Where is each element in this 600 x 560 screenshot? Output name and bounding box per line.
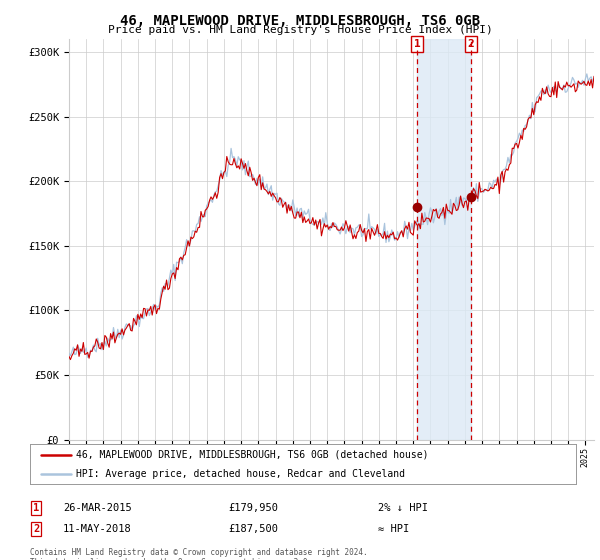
Text: 1: 1 (414, 39, 421, 49)
Text: HPI: Average price, detached house, Redcar and Cleveland: HPI: Average price, detached house, Redc… (76, 469, 406, 479)
Text: 46, MAPLEWOOD DRIVE, MIDDLESBROUGH, TS6 0GB (detached house): 46, MAPLEWOOD DRIVE, MIDDLESBROUGH, TS6 … (76, 450, 429, 460)
Text: £187,500: £187,500 (228, 524, 278, 534)
Text: £179,950: £179,950 (228, 503, 278, 513)
Text: Price paid vs. HM Land Registry's House Price Index (HPI): Price paid vs. HM Land Registry's House … (107, 25, 493, 35)
Text: 46, MAPLEWOOD DRIVE, MIDDLESBROUGH, TS6 0GB: 46, MAPLEWOOD DRIVE, MIDDLESBROUGH, TS6 … (120, 14, 480, 28)
Text: 2: 2 (33, 524, 39, 534)
Text: 11-MAY-2018: 11-MAY-2018 (63, 524, 132, 534)
Text: Contains HM Land Registry data © Crown copyright and database right 2024.
This d: Contains HM Land Registry data © Crown c… (30, 548, 368, 560)
Text: 2: 2 (468, 39, 475, 49)
Text: 26-MAR-2015: 26-MAR-2015 (63, 503, 132, 513)
Text: 1: 1 (33, 503, 39, 513)
Text: 2% ↓ HPI: 2% ↓ HPI (378, 503, 428, 513)
Text: ≈ HPI: ≈ HPI (378, 524, 409, 534)
Bar (417, 39, 471, 440)
